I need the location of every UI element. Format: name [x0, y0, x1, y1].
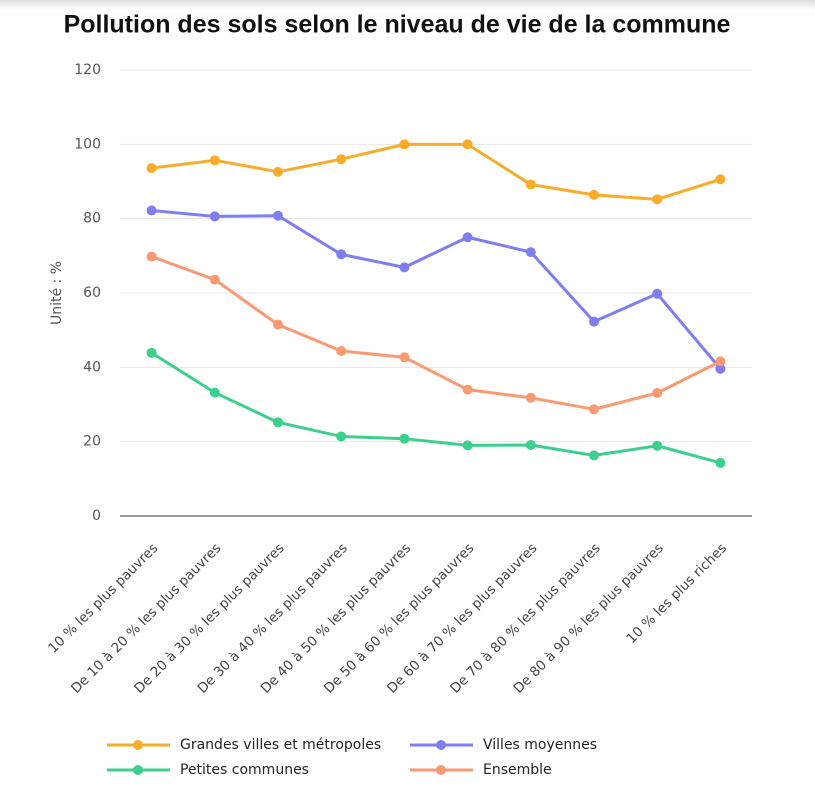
point	[462, 139, 473, 150]
point	[525, 440, 536, 451]
series-line	[151, 255, 722, 411]
y-tick-label: 0	[92, 508, 101, 524]
chart-title: Pollution des sols selon le niveau de vi…	[64, 11, 731, 39]
y-tick-label: 40	[83, 359, 101, 375]
point	[652, 440, 663, 451]
legend-marker	[133, 740, 143, 750]
y-tick-label: 80	[83, 211, 101, 227]
point	[589, 404, 599, 415]
point	[715, 457, 726, 468]
legend-label: Grandes villes et métropoles	[180, 737, 381, 753]
legend-label: Villes moyennes	[483, 737, 597, 753]
point	[589, 316, 599, 327]
point	[589, 450, 599, 461]
point	[336, 249, 347, 260]
point	[652, 194, 663, 205]
point	[652, 387, 663, 398]
point	[525, 392, 536, 403]
point	[209, 155, 220, 166]
point	[715, 363, 726, 374]
point	[399, 433, 410, 444]
point	[336, 345, 347, 356]
series-line	[150, 351, 721, 465]
x-tick-label: 10 % les plus pauvres	[45, 540, 161, 656]
legend-label: Petites communes	[180, 762, 309, 778]
point	[715, 174, 726, 185]
point	[146, 251, 157, 262]
legend-marker	[436, 765, 446, 775]
point	[273, 417, 283, 428]
point	[209, 274, 220, 285]
point	[589, 189, 599, 200]
point	[399, 352, 410, 363]
point	[525, 179, 536, 190]
point	[209, 211, 220, 222]
point	[525, 247, 536, 258]
point	[209, 387, 220, 398]
point	[462, 384, 473, 395]
legend-marker	[436, 740, 446, 750]
series-line	[151, 142, 721, 201]
y-axis-label: Unité : %	[49, 261, 65, 325]
point	[462, 232, 473, 243]
point	[715, 356, 726, 367]
point	[399, 139, 410, 150]
y-tick-label: 120	[74, 62, 101, 78]
series-line	[151, 208, 722, 370]
point	[146, 163, 157, 174]
y-tick-label: 60	[83, 285, 101, 301]
top-shadow	[0, 0, 815, 10]
point	[462, 440, 473, 451]
legend-label: Ensemble	[483, 762, 552, 778]
point	[273, 166, 283, 177]
y-tick-label: 100	[74, 136, 101, 152]
point	[336, 154, 347, 165]
point	[146, 205, 157, 216]
point	[652, 288, 663, 299]
y-tick-label: 20	[83, 434, 101, 450]
point	[399, 262, 410, 273]
legend-marker	[133, 765, 143, 775]
point	[273, 319, 283, 330]
point	[336, 431, 347, 442]
point	[146, 347, 157, 358]
point	[273, 210, 283, 221]
